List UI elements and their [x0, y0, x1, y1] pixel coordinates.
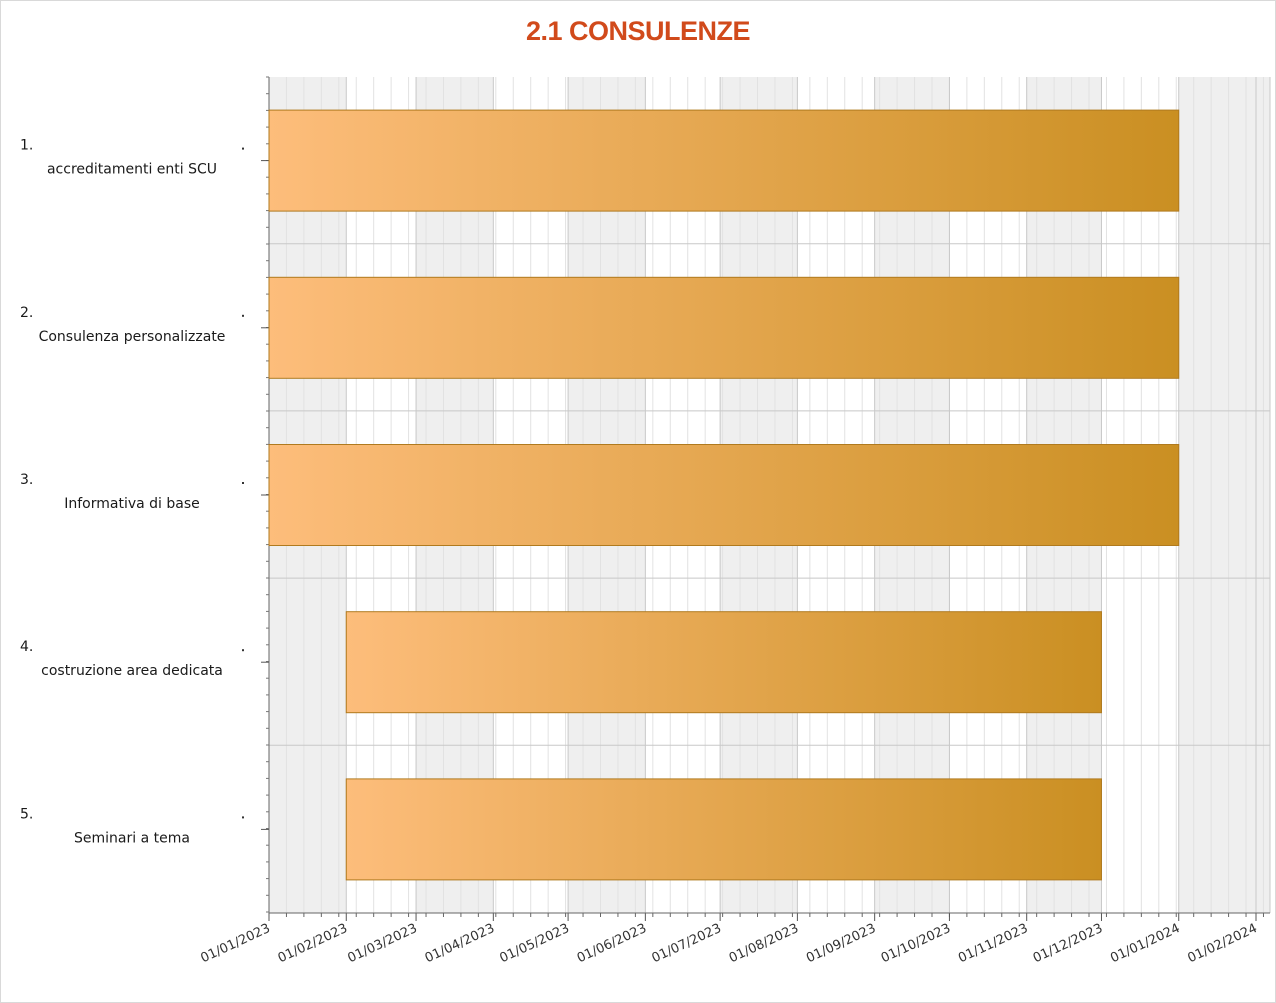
x-tick-label: 01/08/2023 [727, 921, 801, 966]
label-marker [242, 147, 244, 150]
x-tick-label: 01/02/2024 [1185, 921, 1259, 966]
category-label: Consulenza personalizzate [39, 329, 226, 345]
x-tick-label: 01/01/2023 [198, 921, 272, 966]
gantt-bar[interactable] [268, 276, 1180, 379]
category-label: Informativa di base [64, 496, 200, 512]
label-marker [242, 816, 244, 819]
category-number: 1. [20, 138, 33, 154]
x-tick-label: 01/02/2023 [276, 921, 350, 966]
category-number: 2. [20, 305, 33, 321]
label-marker [242, 314, 244, 317]
category-label: accreditamenti enti SCU [47, 162, 217, 178]
gantt-bar[interactable] [268, 444, 1180, 546]
category-number: 5. [20, 806, 33, 822]
x-tick-label: 01/12/2023 [1031, 921, 1105, 966]
x-tick-label: 01/05/2023 [498, 921, 572, 966]
gantt-bar[interactable] [345, 611, 1102, 714]
x-tick-label: 01/01/2024 [1108, 921, 1182, 966]
x-tick-label: 01/04/2023 [423, 921, 497, 966]
x-tick-label: 01/07/2023 [650, 921, 724, 966]
category-label: costruzione area dedicata [41, 663, 223, 679]
label-marker [242, 482, 244, 484]
grid-band [1178, 77, 1256, 913]
x-tick-label: 01/06/2023 [575, 921, 649, 966]
gantt-bar[interactable] [268, 109, 1180, 212]
category-number: 3. [20, 472, 33, 488]
x-tick-label: 01/09/2023 [804, 921, 878, 966]
category-label: Seminari a tema [74, 830, 190, 846]
x-tick-label: 01/10/2023 [879, 921, 953, 966]
chart-title: 2.1 CONSULENZE [525, 16, 751, 46]
label-marker [242, 649, 244, 652]
x-tick-label: 01/11/2023 [956, 921, 1030, 966]
gantt-bar[interactable] [345, 778, 1102, 881]
x-tick-label: 01/03/2023 [345, 921, 419, 966]
category-number: 4. [20, 639, 33, 655]
